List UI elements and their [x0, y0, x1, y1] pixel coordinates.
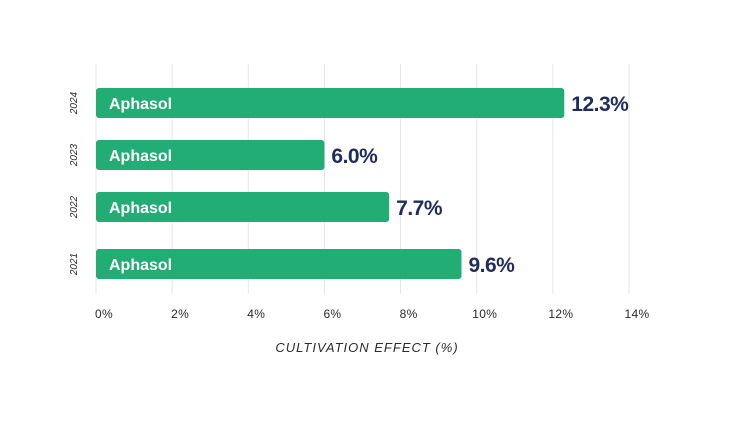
- x-axis-ticks: 0% 2% 4% 6% 8% 10% 12% 14%: [95, 307, 649, 321]
- x-tick-label: 0%: [95, 307, 113, 321]
- bar-2021: [96, 249, 462, 279]
- value-label: 6.0%: [331, 145, 378, 168]
- x-tick-label: 12%: [548, 307, 573, 321]
- bars: Aphasol 12.3% Aphasol 6.0% Aphasol 7.7% Aphaso…: [96, 88, 630, 279]
- y-axis-labels: 2024 2023 2022 2021: [69, 91, 80, 276]
- bar-label: Aphasol: [109, 96, 172, 113]
- value-label: 7.7%: [396, 197, 443, 220]
- x-tick-label: 8%: [400, 307, 418, 321]
- bar-2024: [96, 88, 565, 118]
- x-axis-title: CULTIVATION EFFECT (%): [275, 340, 458, 355]
- y-tick-label: 2022: [69, 195, 80, 219]
- y-tick-label: 2021: [69, 253, 80, 276]
- x-tick-label: 6%: [323, 307, 341, 321]
- value-label: 12.3%: [571, 93, 629, 116]
- x-tick-label: 14%: [625, 307, 650, 321]
- bar-2022: [96, 192, 390, 222]
- y-tick-label: 2024: [69, 91, 80, 115]
- value-label: 9.6%: [468, 254, 515, 277]
- bar-label: Aphasol: [109, 200, 172, 217]
- x-tick-label: 4%: [247, 307, 265, 321]
- bar-2023: [96, 140, 325, 170]
- x-tick-label: 2%: [171, 307, 189, 321]
- bar-label: Aphasol: [109, 148, 172, 165]
- y-tick-label: 2023: [69, 143, 80, 167]
- x-tick-label: 10%: [472, 307, 497, 321]
- bar-label: Aphasol: [109, 257, 172, 274]
